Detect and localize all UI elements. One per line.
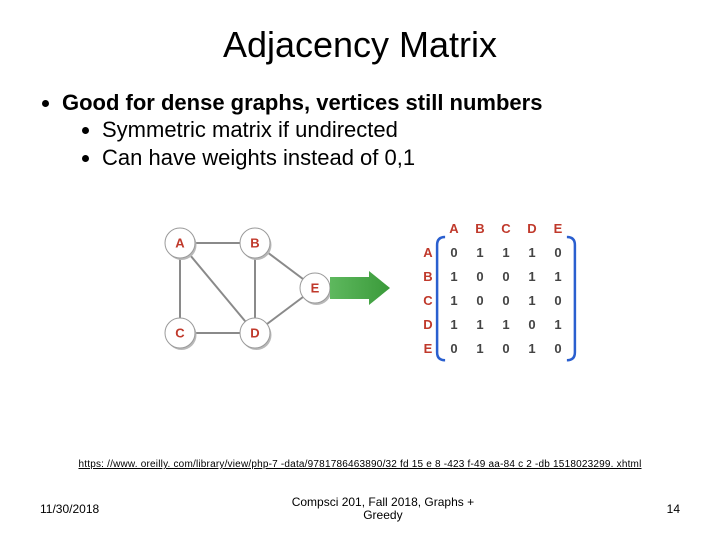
matrix-cell: 0 bbox=[476, 293, 483, 308]
graph-node-label: E bbox=[311, 281, 320, 296]
matrix-cell: 1 bbox=[502, 317, 509, 332]
matrix-col-label: C bbox=[501, 221, 511, 236]
matrix-col-label: A bbox=[449, 221, 459, 236]
matrix-cell: 1 bbox=[528, 245, 535, 260]
footer: 11/30/2018 Compsci 201, Fall 2018, Graph… bbox=[0, 496, 720, 522]
matrix-col-label: B bbox=[475, 221, 484, 236]
matrix-cell: 1 bbox=[476, 341, 483, 356]
matrix-cell: 1 bbox=[476, 317, 483, 332]
graph-node-label: A bbox=[175, 236, 185, 251]
matrix-cell: 0 bbox=[476, 269, 483, 284]
matrix-cell: 1 bbox=[450, 317, 457, 332]
footer-course-line1: Compsci 201, Fall 2018, Graphs + bbox=[292, 495, 474, 509]
footer-course-line2: Greedy bbox=[363, 508, 402, 522]
matrix-cell: 1 bbox=[502, 245, 509, 260]
bullet-level1: Good for dense graphs, vertices still nu… bbox=[62, 90, 680, 116]
matrix-cell: 0 bbox=[554, 245, 561, 260]
footer-page: 14 bbox=[667, 502, 680, 516]
matrix-cell: 0 bbox=[502, 269, 509, 284]
matrix-row-label: C bbox=[423, 293, 433, 308]
matrix-cell: 1 bbox=[528, 269, 535, 284]
matrix-cell: 1 bbox=[450, 269, 457, 284]
figure-svg: ABCDE ABCDEA01110B10011C10010D11101E0101… bbox=[120, 213, 600, 373]
matrix-cell: 0 bbox=[502, 341, 509, 356]
matrix-row-label: B bbox=[423, 269, 432, 284]
source-url[interactable]: https: //www. oreilly. com/library/view/… bbox=[40, 459, 680, 470]
bullet-level2-a: Symmetric matrix if undirected bbox=[102, 116, 680, 144]
slide-title: Adjacency Matrix bbox=[40, 24, 680, 66]
matrix-row-label: A bbox=[423, 245, 433, 260]
graph-node-label: B bbox=[250, 236, 259, 251]
matrix-bracket-right bbox=[567, 237, 575, 360]
slide: Adjacency Matrix Good for dense graphs, … bbox=[0, 0, 720, 540]
matrix-cell: 1 bbox=[528, 293, 535, 308]
matrix-row-label: E bbox=[424, 341, 433, 356]
matrix-col-label: D bbox=[527, 221, 536, 236]
matrix-cell: 1 bbox=[554, 269, 561, 284]
graph-node-label: D bbox=[250, 326, 259, 341]
figure: ABCDE ABCDEA01110B10011C10010D11101E0101… bbox=[120, 213, 600, 373]
matrix-cell: 0 bbox=[554, 341, 561, 356]
matrix-cell: 1 bbox=[450, 293, 457, 308]
matrix-cell: 0 bbox=[528, 317, 535, 332]
matrix-cell: 0 bbox=[450, 245, 457, 260]
matrix-bracket-left bbox=[437, 237, 445, 360]
footer-date: 11/30/2018 bbox=[40, 502, 99, 516]
arrow-icon bbox=[330, 271, 390, 305]
graph-node-label: C bbox=[175, 326, 185, 341]
matrix-cell: 1 bbox=[554, 317, 561, 332]
matrix-cell: 0 bbox=[502, 293, 509, 308]
bullet-list-outer: Good for dense graphs, vertices still nu… bbox=[40, 90, 680, 116]
matrix-cell: 1 bbox=[528, 341, 535, 356]
matrix-cell: 0 bbox=[554, 293, 561, 308]
bullet-list-inner: Symmetric matrix if undirected Can have … bbox=[40, 116, 680, 171]
bullet-level2-b: Can have weights instead of 0,1 bbox=[102, 144, 680, 172]
graph-edge bbox=[180, 243, 255, 333]
matrix-cell: 0 bbox=[450, 341, 457, 356]
footer-course: Compsci 201, Fall 2018, Graphs + Greedy bbox=[99, 496, 666, 522]
matrix-col-label: E bbox=[554, 221, 563, 236]
matrix-row-label: D bbox=[423, 317, 432, 332]
matrix-cell: 1 bbox=[476, 245, 483, 260]
